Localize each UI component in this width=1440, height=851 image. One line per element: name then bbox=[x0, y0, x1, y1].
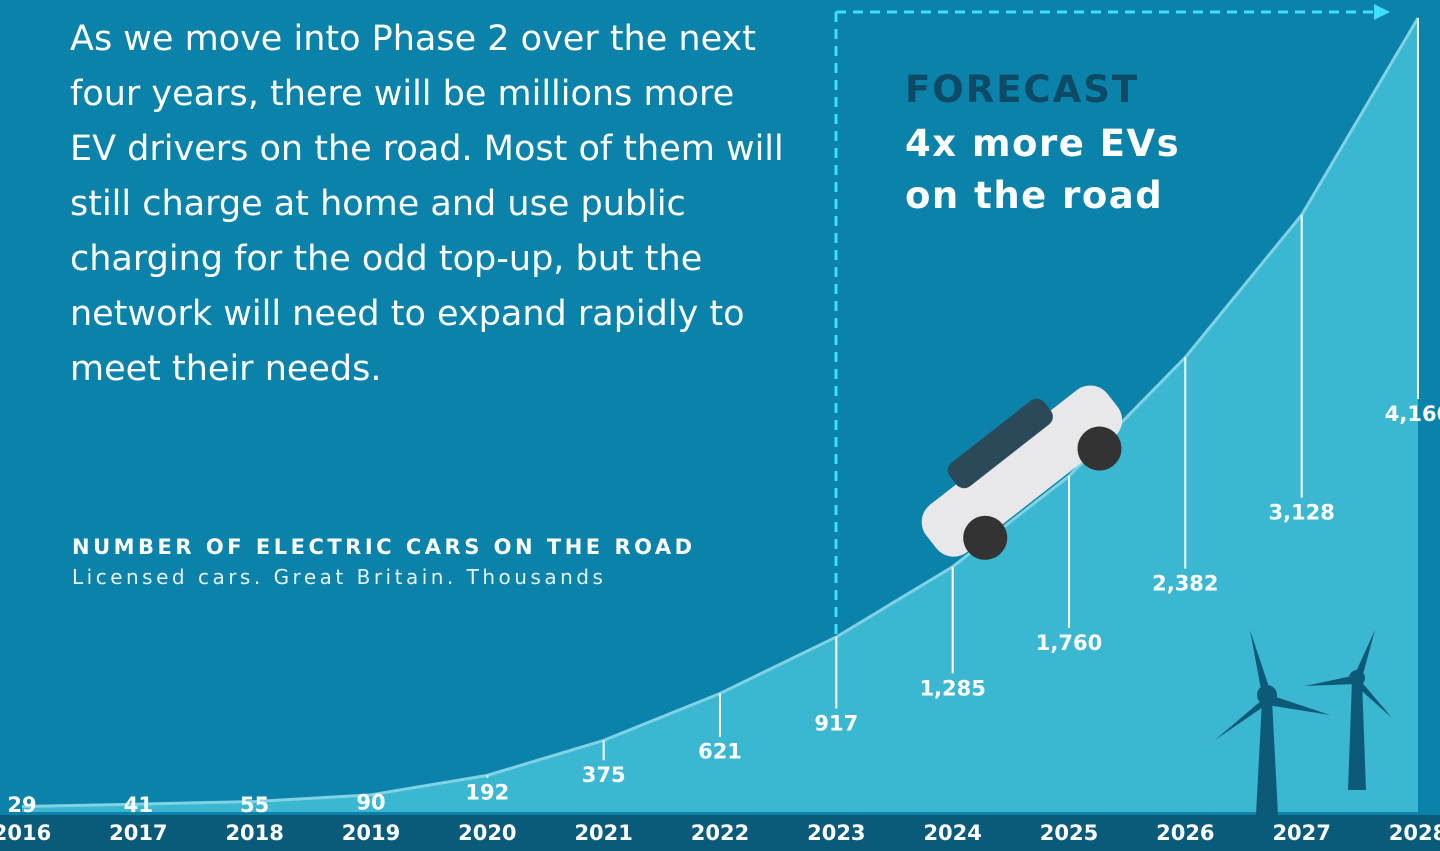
forecast-annotation: 4x more EVs on the road bbox=[905, 118, 1205, 222]
forecast-label: FORECAST bbox=[905, 68, 1139, 111]
value-label: 1,285 bbox=[919, 676, 985, 700]
value-label: 917 bbox=[814, 711, 858, 735]
chart-subtitle: Licensed cars. Great Britain. Thousands bbox=[72, 565, 606, 589]
x-tick-label: 2025 bbox=[1040, 821, 1098, 845]
value-label: 29 bbox=[7, 793, 36, 817]
x-tick-label: 2018 bbox=[225, 821, 283, 845]
x-tick-label: 2019 bbox=[342, 821, 400, 845]
x-tick-label: 2021 bbox=[574, 821, 632, 845]
chart-title: NUMBER OF ELECTRIC CARS ON THE ROAD bbox=[72, 535, 696, 559]
value-label: 41 bbox=[124, 793, 153, 817]
value-label: 55 bbox=[240, 793, 269, 817]
x-tick-label: 2023 bbox=[807, 821, 865, 845]
infographic: 29 2016 41 2017 55 2018 90 2019 192 2020 375 2021 62… bbox=[0, 0, 1440, 851]
value-label: 90 bbox=[356, 790, 385, 814]
x-tick-label: 2024 bbox=[923, 821, 981, 845]
value-label: 2,382 bbox=[1152, 572, 1218, 596]
value-label: 3,128 bbox=[1268, 500, 1334, 524]
x-tick-label: 2016 bbox=[0, 821, 51, 845]
x-tick-label: 2027 bbox=[1272, 821, 1330, 845]
x-tick-label: 2026 bbox=[1156, 821, 1214, 845]
intro-text: As we move into Phase 2 over the next fo… bbox=[70, 12, 785, 397]
x-tick-label: 2020 bbox=[458, 821, 516, 845]
value-label: 192 bbox=[465, 781, 509, 805]
value-label: 375 bbox=[582, 763, 626, 787]
arrow-head bbox=[1374, 4, 1390, 20]
value-label: 4,160 bbox=[1385, 402, 1440, 426]
value-label: 621 bbox=[698, 740, 742, 764]
x-tick-label: 2022 bbox=[691, 821, 749, 845]
x-tick-label: 2028 bbox=[1389, 821, 1440, 845]
value-label: 1,760 bbox=[1036, 631, 1102, 655]
x-tick-label: 2017 bbox=[109, 821, 167, 845]
